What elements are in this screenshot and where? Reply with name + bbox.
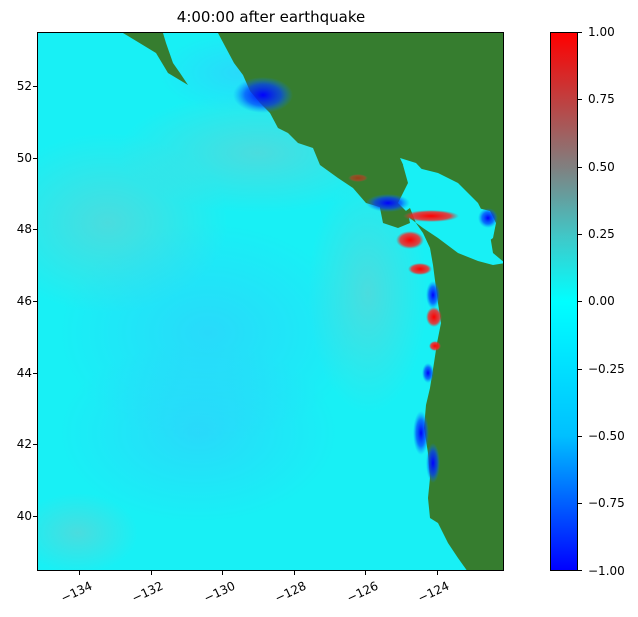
ocean-anomaly: [308, 173, 428, 413]
trough: [426, 281, 440, 309]
crest: [429, 341, 441, 351]
colorbar-tick: [578, 32, 582, 33]
colorbar-label: −0.75: [588, 496, 625, 510]
x-tick-label: −128: [272, 578, 309, 606]
crest: [426, 307, 442, 327]
inland-water: [400, 158, 470, 205]
y-tick-label: 40: [16, 509, 32, 523]
tsunami-map: [38, 33, 503, 570]
colorbar-tick: [578, 503, 582, 504]
colorbar-label: 0.75: [588, 92, 615, 106]
y-tick: [33, 444, 37, 445]
y-tick: [33, 301, 37, 302]
colorbar-label: −1.00: [588, 564, 625, 578]
x-tick: [365, 571, 366, 575]
colorbar-tick: [578, 167, 582, 168]
y-tick-label: 42: [16, 437, 32, 451]
x-tick-label: −132: [129, 578, 166, 606]
trough: [426, 443, 440, 483]
y-tick-label: 46: [16, 294, 32, 308]
trough: [422, 363, 434, 383]
y-tick: [33, 229, 37, 230]
trough: [366, 194, 410, 212]
crest: [403, 210, 459, 222]
crest: [408, 263, 432, 275]
colorbar-tick: [578, 99, 582, 100]
colorbar-tick: [578, 369, 582, 370]
colorbar-tick: [578, 301, 582, 302]
y-tick-label: 52: [16, 79, 32, 93]
y-tick: [33, 516, 37, 517]
crest: [348, 174, 368, 182]
y-tick: [33, 158, 37, 159]
x-tick: [294, 571, 295, 575]
colorbar-label: 1.00: [588, 25, 615, 39]
x-tick: [79, 571, 80, 575]
colorbar: [550, 32, 578, 571]
colorbar-label: −0.25: [588, 362, 625, 376]
trough: [413, 411, 429, 455]
colorbar-label: 0.50: [588, 160, 615, 174]
colorbar-label: 0.25: [588, 227, 615, 241]
x-tick-label: −130: [201, 578, 238, 606]
chart-title: 4:00:00 after earthquake: [176, 8, 366, 26]
y-tick-label: 48: [16, 222, 32, 236]
x-tick: [222, 571, 223, 575]
x-tick-label: −126: [344, 578, 381, 606]
ocean-anomaly: [38, 493, 138, 570]
colorbar-tick: [578, 570, 582, 571]
y-tick: [33, 373, 37, 374]
x-tick: [437, 571, 438, 575]
crest: [396, 231, 424, 249]
trough: [478, 208, 498, 228]
colorbar-label: 0.00: [588, 294, 615, 308]
colorbar-tick: [578, 436, 582, 437]
colorbar-tick: [578, 234, 582, 235]
x-tick-label: −124: [415, 578, 452, 606]
ocean-anomaly: [58, 343, 338, 523]
y-tick: [33, 86, 37, 87]
trough: [233, 77, 293, 113]
x-tick: [151, 571, 152, 575]
land-mass: [123, 33, 503, 570]
y-tick-label: 50: [16, 151, 32, 165]
y-tick-label: 44: [16, 366, 32, 380]
map-panel: [37, 32, 504, 571]
x-tick-label: −134: [58, 578, 95, 606]
colorbar-label: −0.50: [588, 429, 625, 443]
